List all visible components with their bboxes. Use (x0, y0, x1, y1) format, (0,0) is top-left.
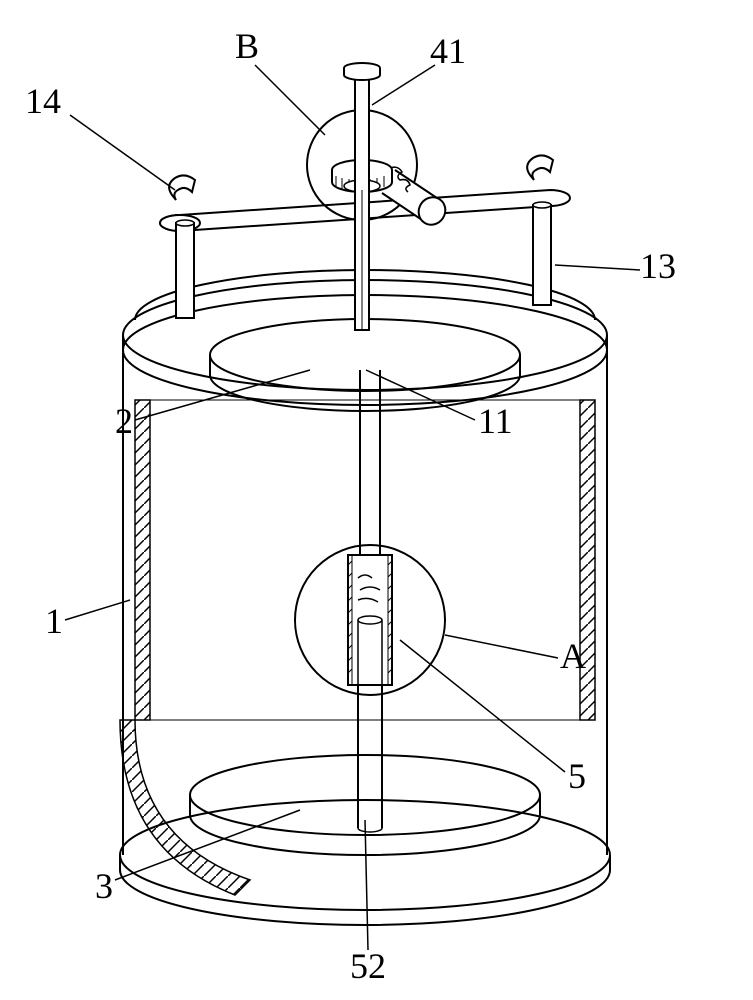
cutaway-window (150, 400, 580, 720)
technical-drawing-svg (0, 0, 753, 1000)
label-5: 5 (568, 755, 586, 797)
label-41: 41 (430, 30, 466, 72)
label-14: 14 (25, 80, 61, 122)
label-A: A (560, 635, 586, 677)
label-2: 2 (115, 400, 133, 442)
label-52: 52 (350, 945, 386, 987)
inner-opening (210, 319, 520, 411)
label-3: 3 (95, 865, 113, 907)
diagram-container: 14 B 41 13 2 11 1 A 5 3 52 (0, 0, 753, 1000)
top-rod-assembly (307, 63, 451, 330)
label-B: B (235, 25, 259, 67)
label-13: 13 (640, 245, 676, 287)
center-mechanism (295, 370, 445, 832)
label-11: 11 (478, 400, 513, 442)
label-1: 1 (45, 600, 63, 642)
